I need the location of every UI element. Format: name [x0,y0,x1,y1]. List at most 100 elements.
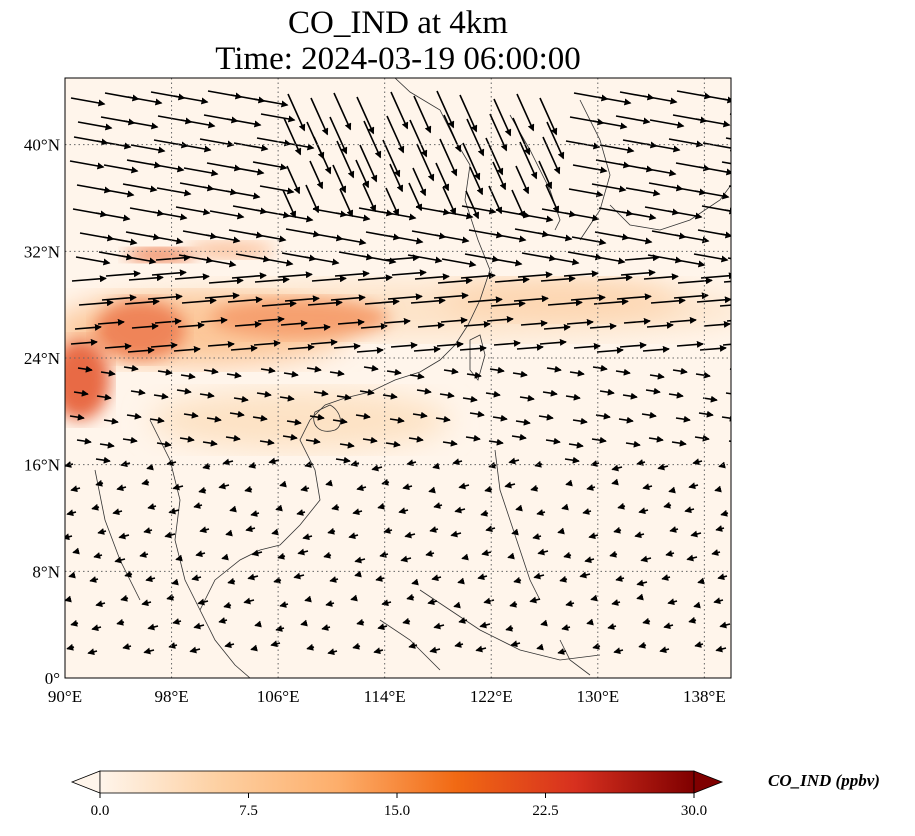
wind-vectors [65,90,731,656]
wind-vector [68,571,76,579]
wind-vector [175,554,183,562]
wind-vector [164,531,176,539]
wind-vector [597,274,633,282]
wind-vector [171,578,179,586]
wind-vector [572,417,588,425]
wind-vector [559,575,568,583]
wind-vector [590,255,626,265]
wind-vector [592,364,608,372]
wind-vector [565,140,601,150]
wind-vector [611,599,621,606]
wind-vector [277,552,286,560]
wind-vector [65,595,72,603]
wind-vector [377,502,386,510]
wind-vector [713,597,724,605]
wind-vector [694,434,710,442]
wind-vector [66,509,77,517]
wind-vector [141,599,152,607]
wind-vector [229,166,265,176]
wind-vector [613,647,624,655]
wind-vector [588,532,599,540]
wind-vector [233,142,269,152]
wind-vector [715,525,725,532]
wind-vector [702,395,718,403]
wind-vector [409,372,425,380]
wind-vector [348,532,359,540]
wind-vector [72,547,80,555]
wind-vector [515,504,523,512]
wind-vector [542,136,561,175]
wind-vector [173,345,201,353]
wind-vector [297,548,309,556]
wind-vector [537,548,549,556]
wind-vector [227,296,263,304]
wind-vector [540,275,576,283]
wind-vector [279,601,289,608]
wind-vector [686,554,698,562]
wind-vector [156,187,192,197]
wind-vector [280,319,308,327]
wind-vector [122,183,158,193]
wind-vector [721,161,731,165]
wind-vector [688,482,699,490]
wind-vector [530,484,539,492]
wind-vector [462,395,478,403]
wind-vector [130,144,166,154]
wind-vector [519,141,538,180]
colorbar-tick-label: 7.5 [239,803,258,819]
wind-vector [648,435,664,443]
wind-vector [233,395,249,403]
wind-vector [571,236,607,246]
wind-vector [89,576,99,583]
wind-vector [377,623,388,631]
wind-vector [663,622,674,630]
wind-vector [697,577,705,585]
wind-vector [469,166,484,196]
wind-vector [513,295,549,303]
wind-vector [533,572,545,580]
wind-vector [313,389,329,397]
wind-vector [676,340,704,348]
wind-vector [75,256,111,266]
wind-vector [321,624,331,631]
wind-vector [596,96,632,106]
wind-vector [492,414,508,422]
wind-vector [154,317,182,325]
wind-vector [222,458,234,466]
wind-vector [259,438,275,446]
wind-vector [355,412,371,420]
wind-vector [209,210,245,220]
y-tick-label: 8°N [32,562,60,581]
wind-vector [173,95,209,105]
wind-vector [573,342,601,350]
wind-vector [488,438,504,446]
colorbar-extend-low [70,770,101,794]
wind-vector [355,159,370,189]
wind-vector [519,394,535,402]
wind-vector [565,393,581,401]
wind-vector [286,165,301,195]
wind-vector [352,642,361,650]
wind-vector [670,258,706,268]
wind-vector [65,533,73,541]
wind-vector [657,463,669,471]
wind-vector [250,510,260,517]
wind-vector [97,318,125,326]
wind-vector [638,641,647,649]
wind-vector [620,269,656,277]
wind-vector [568,188,604,198]
wind-vector [157,368,173,376]
wind-vector [253,339,281,347]
wind-vector [536,643,544,651]
wind-vector [703,320,731,328]
wind-vector [404,531,416,539]
wind-vector [363,364,379,372]
wind-vector [243,597,255,605]
wind-vector [493,98,512,137]
colorbar-tick-label: 0.0 [91,803,110,819]
wind-vector [66,643,75,651]
wind-vector [458,617,468,624]
colorbar: 0.0 7.5 15.0 22.5 30.0 [70,770,724,819]
y-tick-label: 16°N [24,456,60,475]
wind-vector [93,552,103,559]
